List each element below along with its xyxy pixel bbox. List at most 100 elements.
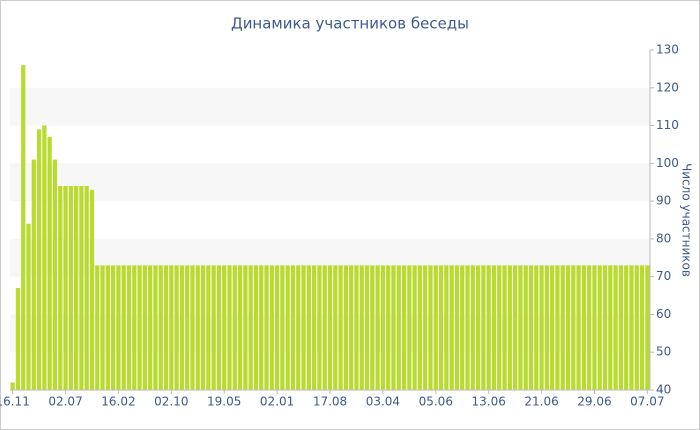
bar [111, 265, 116, 390]
bar [507, 265, 512, 390]
y-tick-label: 90 [656, 194, 671, 208]
bar [248, 265, 253, 390]
bar [200, 265, 206, 390]
bar [423, 265, 428, 390]
bar [539, 265, 544, 390]
bar [359, 265, 364, 390]
bar [84, 186, 89, 390]
x-tick-label: 17.08 [313, 395, 347, 409]
bar [274, 265, 280, 390]
bar [523, 265, 528, 390]
bar [105, 265, 110, 390]
bar [126, 265, 132, 390]
bar [121, 265, 126, 390]
bar [497, 265, 502, 390]
bar [211, 265, 216, 390]
bar [645, 265, 650, 390]
bar [629, 265, 634, 390]
grid-band [10, 87, 650, 126]
y-tick-label: 40 [656, 383, 671, 397]
bar [36, 129, 42, 391]
bar [237, 265, 243, 390]
bar [169, 265, 174, 390]
bar [624, 265, 629, 390]
bar [380, 265, 386, 390]
bar [449, 265, 454, 390]
bar [592, 265, 597, 390]
bar [10, 382, 15, 390]
bar [475, 265, 481, 390]
bar [100, 265, 105, 390]
x-tick-label: 02.07 [48, 395, 82, 409]
bar [74, 186, 79, 390]
bar [364, 265, 370, 390]
bar [401, 265, 407, 390]
bar [290, 265, 296, 390]
bar [95, 265, 100, 390]
x-tick-label: 19.05 [207, 395, 241, 409]
bar [259, 265, 264, 390]
bar [444, 265, 449, 390]
x-tick-label: 16.11 [0, 395, 30, 409]
bar [185, 265, 190, 390]
bar [222, 265, 227, 390]
bar [349, 265, 354, 390]
bar [460, 265, 465, 390]
bar [58, 186, 63, 390]
bar [195, 265, 200, 390]
y-tick-label: 80 [656, 231, 671, 245]
bar [608, 265, 613, 390]
bar [391, 265, 396, 390]
bar [412, 265, 417, 390]
bar [407, 265, 412, 390]
bar [322, 265, 327, 390]
bar [26, 223, 31, 390]
bar [227, 265, 232, 390]
x-tick-label: 02.01 [260, 395, 294, 409]
bar [174, 265, 179, 390]
bar [285, 265, 290, 390]
bar [280, 265, 285, 390]
bar [206, 265, 211, 390]
bar [544, 265, 549, 390]
bar [52, 159, 58, 390]
bar [396, 265, 401, 390]
bar [571, 265, 576, 390]
bar [528, 265, 534, 390]
bar [613, 265, 618, 390]
bar [63, 186, 68, 390]
bar [602, 265, 608, 390]
bar [179, 265, 185, 390]
bar [79, 186, 84, 390]
bar [470, 265, 475, 390]
bar [327, 265, 333, 390]
bar [375, 265, 380, 390]
bar [534, 265, 539, 390]
bar [481, 265, 486, 390]
bar [343, 265, 348, 390]
x-tick-label: 21.06 [524, 395, 558, 409]
bar [42, 125, 47, 391]
bar [269, 265, 274, 390]
bar [618, 265, 624, 390]
bar [306, 265, 311, 390]
bar [232, 265, 237, 390]
bar [555, 265, 560, 390]
bar [47, 136, 52, 390]
bar [158, 265, 163, 390]
bar [116, 265, 121, 390]
bar [565, 265, 571, 390]
x-tick-label: 03.04 [366, 395, 400, 409]
bar [486, 265, 491, 390]
bar [253, 265, 259, 390]
bar [148, 265, 153, 390]
bar [68, 186, 73, 390]
bar [587, 265, 592, 390]
y-tick-label: 100 [656, 156, 679, 170]
bar [465, 265, 470, 390]
y-tick-label: 60 [656, 307, 671, 321]
bar [354, 265, 359, 390]
bar [518, 265, 523, 390]
bar [634, 265, 639, 390]
bar [639, 265, 645, 390]
